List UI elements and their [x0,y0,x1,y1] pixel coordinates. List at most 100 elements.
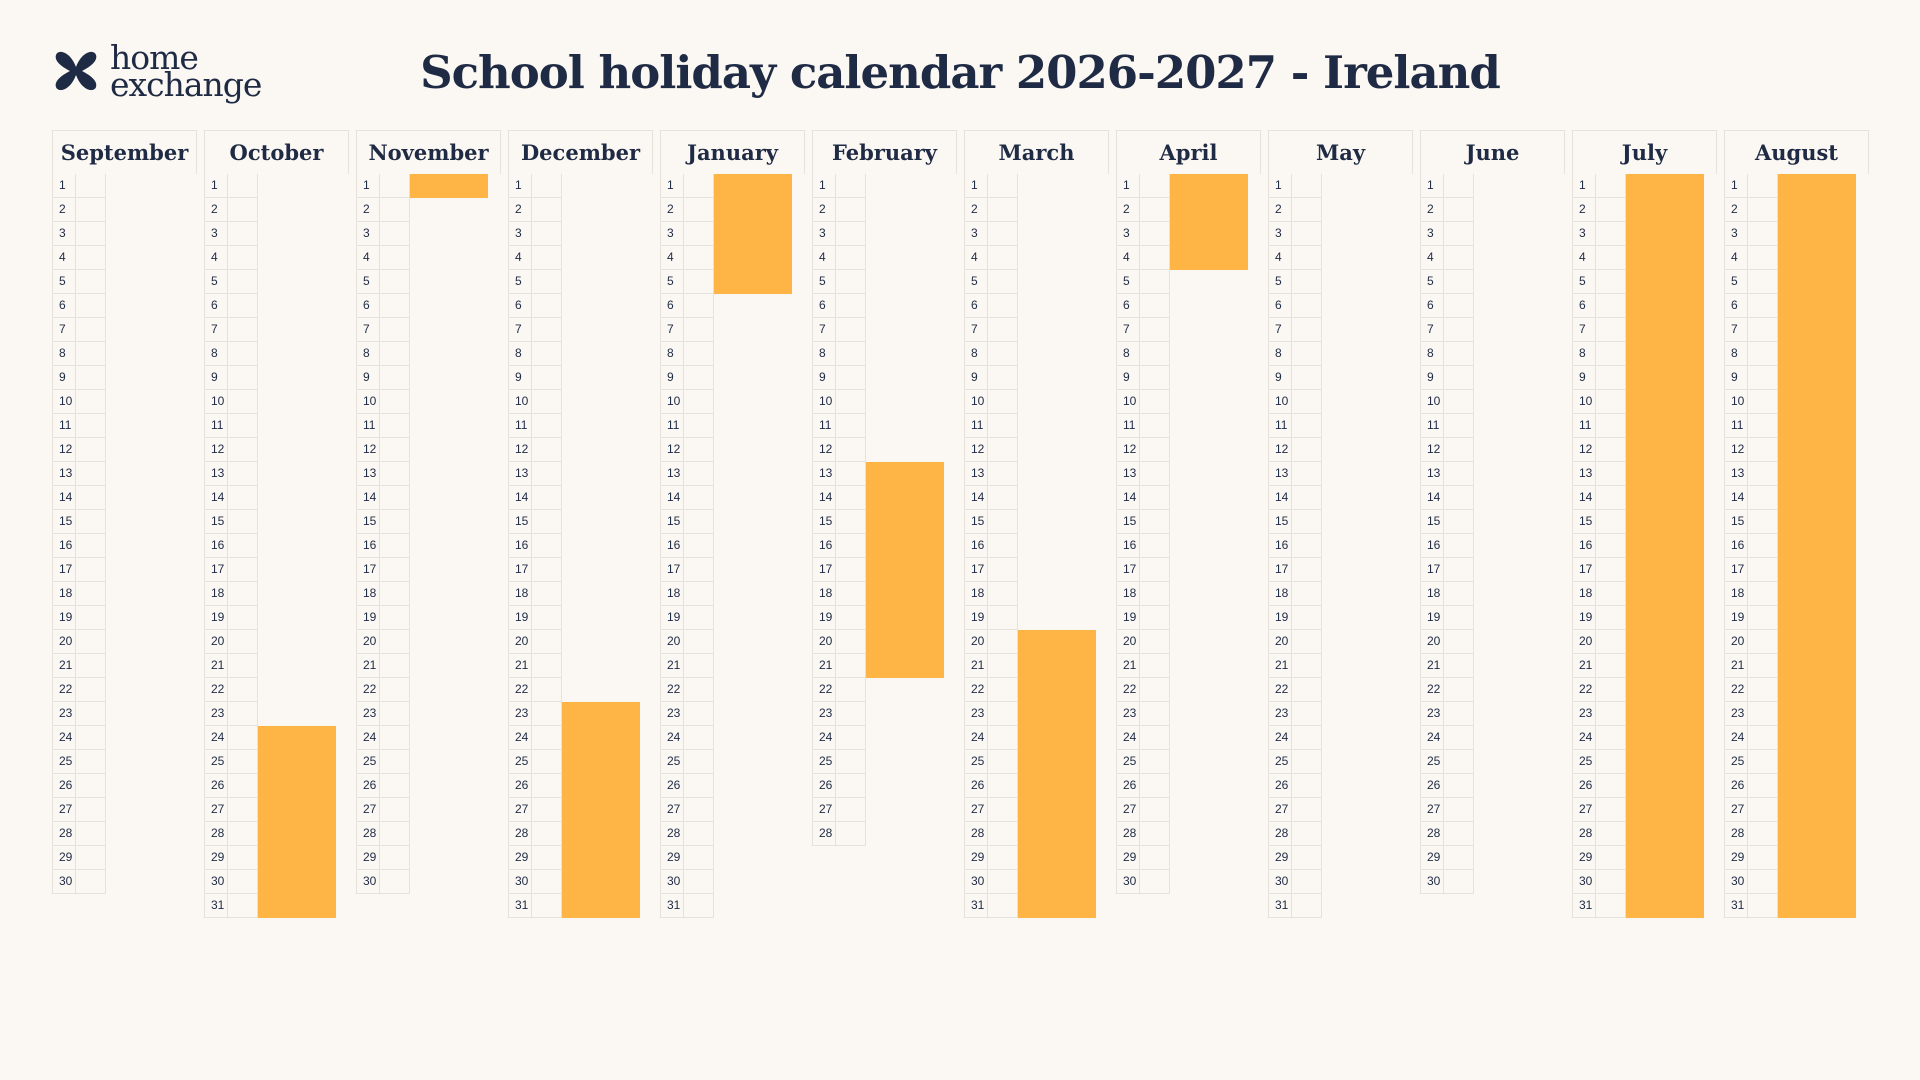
day-number: 22 [1724,678,1748,702]
day-cell [836,390,866,414]
day-number: 26 [1268,774,1292,798]
day-row: 19 [52,606,197,630]
day-cell [988,582,1018,606]
logo-line-1: home [110,38,199,77]
day-row: 9 [1572,366,1717,390]
day-cell [228,774,258,798]
day-number: 29 [1572,846,1596,870]
day-number: 17 [356,558,380,582]
day-number: 12 [356,438,380,462]
day-row: 1 [204,174,349,198]
day-cell [1140,390,1170,414]
day-cell [684,630,714,654]
day-number: 7 [1268,318,1292,342]
day-number: 26 [660,774,684,798]
day-cell [76,486,106,510]
day-number: 26 [964,774,988,798]
day-number: 14 [812,486,836,510]
day-row: 6 [204,294,349,318]
day-number: 25 [1572,750,1596,774]
day-number: 14 [52,486,76,510]
day-number: 5 [1572,270,1596,294]
day-cell [1140,678,1170,702]
day-number: 24 [1116,726,1140,750]
day-number: 20 [812,630,836,654]
day-number: 6 [356,294,380,318]
day-row: 26 [508,774,653,798]
day-row: 13 [1572,462,1717,486]
day-cell [1292,438,1322,462]
day-row: 6 [1420,294,1565,318]
day-cell [380,366,410,390]
day-row: 28 [660,822,805,846]
day-number: 12 [1268,438,1292,462]
day-cell [836,654,866,678]
day-row: 27 [812,798,957,822]
day-row: 22 [204,678,349,702]
day-row: 22 [508,678,653,702]
day-number: 24 [204,726,228,750]
day-row: 18 [204,582,349,606]
month-column-february: February 1 2 3 4 5 6 7 8 9 10 11 12 13 14 15 16 17 18 19 20 2… [812,130,957,918]
day-cell [1140,534,1170,558]
day-cell [1292,510,1322,534]
day-row: 26 [1572,774,1717,798]
day-number: 27 [1420,798,1444,822]
day-cell [1140,294,1170,318]
day-cell [988,822,1018,846]
day-cell [836,462,866,486]
day-cell [532,486,562,510]
day-cell [1444,678,1474,702]
day-cell [76,174,106,198]
day-number: 12 [1724,438,1748,462]
day-cell [1748,462,1778,486]
day-number: 1 [1268,174,1292,198]
day-number: 15 [1724,510,1748,534]
day-number: 20 [1572,630,1596,654]
day-row: 25 [1116,750,1261,774]
day-number: 16 [1572,534,1596,558]
day-number: 31 [508,894,532,918]
day-row: 24 [660,726,805,750]
day-row: 3 [812,222,957,246]
day-cell [228,174,258,198]
day-row: 29 [1116,846,1261,870]
day-number: 13 [1116,462,1140,486]
day-cell [380,750,410,774]
day-number: 20 [356,630,380,654]
day-row: 18 [1268,582,1413,606]
day-cell [228,558,258,582]
day-cell [380,390,410,414]
day-number: 11 [812,414,836,438]
day-cell [532,654,562,678]
day-number: 7 [812,318,836,342]
day-row: 25 [356,750,501,774]
day-row: 22 [1572,678,1717,702]
day-row: 2 [964,198,1109,222]
day-row: 6 [508,294,653,318]
day-cell [1140,726,1170,750]
day-number: 10 [1268,390,1292,414]
day-number: 11 [52,414,76,438]
day-row: 14 [356,486,501,510]
day-number: 10 [964,390,988,414]
day-row: 17 [1116,558,1261,582]
day-cell [1748,750,1778,774]
day-number: 3 [1116,222,1140,246]
day-row: 6 [812,294,957,318]
day-number: 12 [1572,438,1596,462]
day-cell [380,606,410,630]
day-cell [1292,294,1322,318]
day-number: 4 [964,246,988,270]
day-number: 10 [1724,390,1748,414]
day-cell [380,174,410,198]
day-row: 30 [964,870,1109,894]
month-days: 1 2 3 4 5 6 7 8 9 10 11 12 13 14 15 16 17 18 19 20 21 22 23 24 2… [1572,174,1717,918]
day-cell [380,726,410,750]
day-cell [380,798,410,822]
day-row: 7 [1724,318,1869,342]
day-number: 17 [964,558,988,582]
day-cell [532,390,562,414]
day-cell [1596,558,1626,582]
day-number: 25 [508,750,532,774]
